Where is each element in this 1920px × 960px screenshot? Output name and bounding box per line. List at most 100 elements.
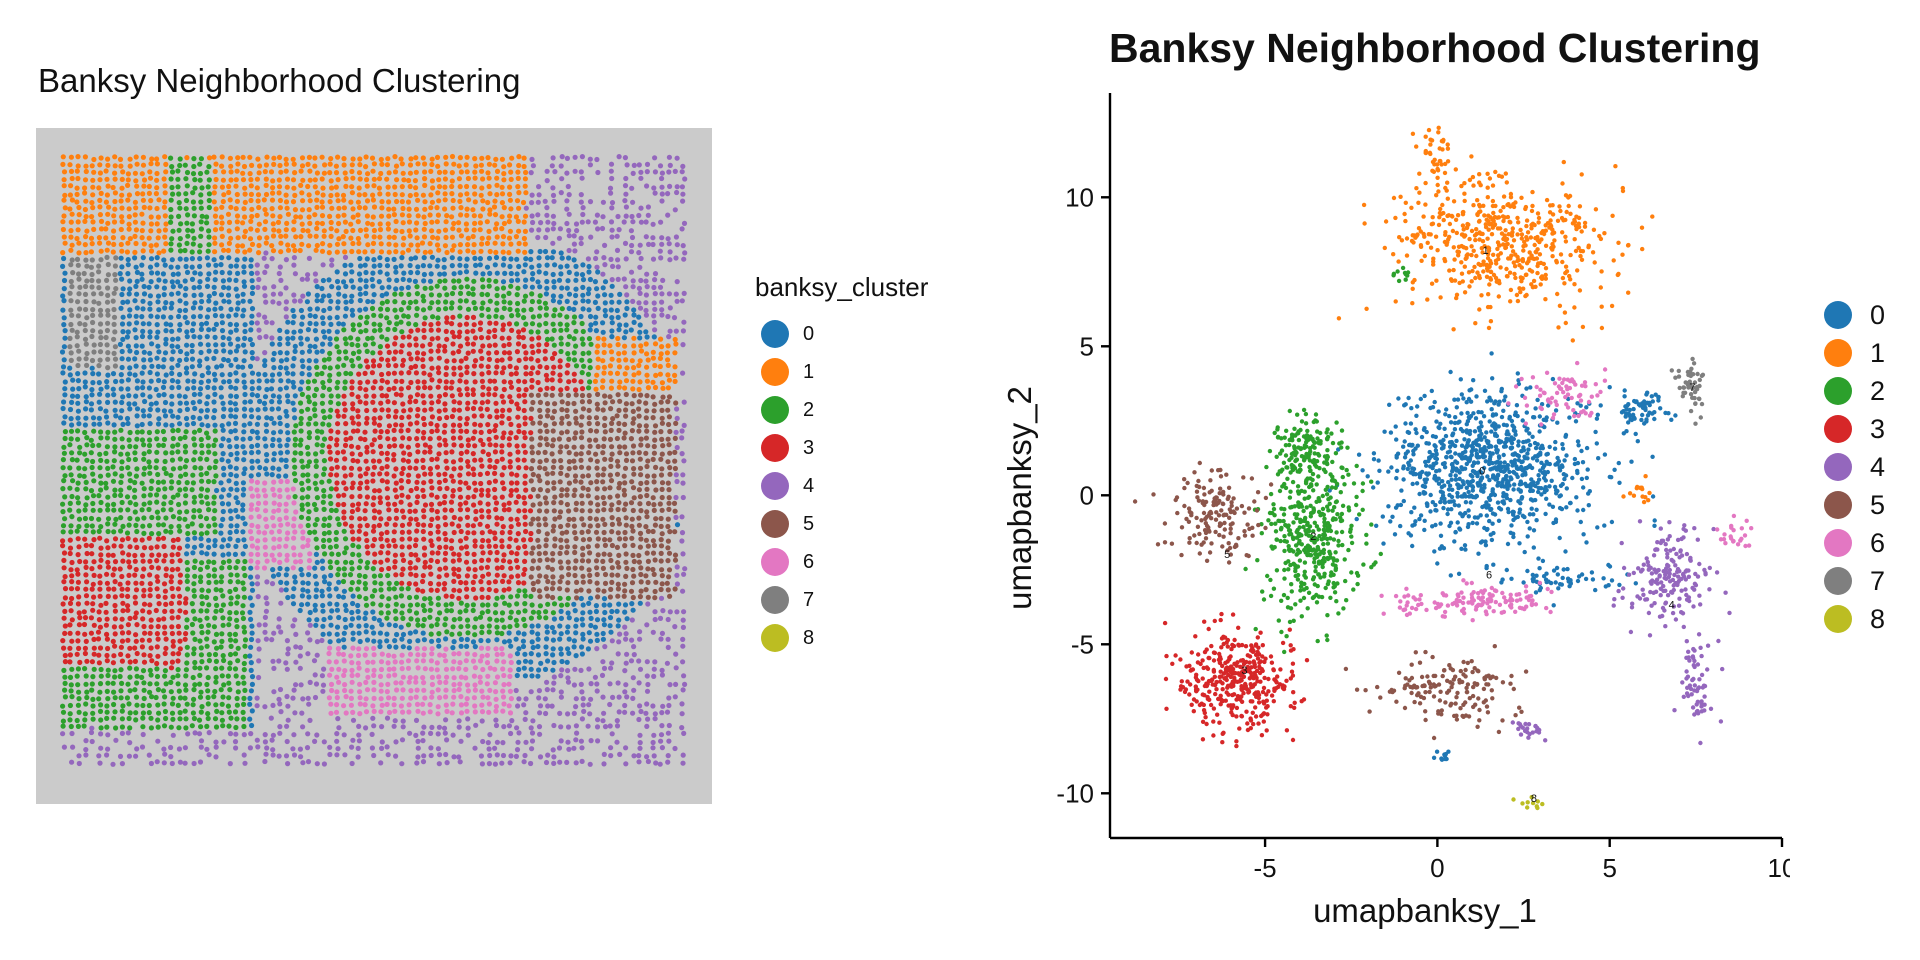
- spatial-point-cluster-4: [609, 227, 615, 233]
- spatial-point-cluster-3: [333, 486, 339, 492]
- spatial-point-cluster-3: [161, 581, 168, 587]
- spatial-point-cluster-0: [105, 399, 111, 405]
- spatial-point-cluster-5: [564, 538, 570, 544]
- spatial-point-cluster-3: [362, 370, 368, 376]
- spatial-point-cluster-2: [118, 492, 124, 498]
- spatial-point-cluster-4: [578, 169, 584, 175]
- spatial-point-cluster-4: [674, 298, 680, 304]
- spatial-point-cluster-3: [357, 466, 363, 472]
- spatial-point-cluster-2: [206, 507, 212, 513]
- spatial-point-cluster-2: [299, 480, 305, 486]
- spatial-point-cluster-1: [319, 176, 325, 182]
- spatial-point-cluster-0: [191, 314, 197, 320]
- spatial-point-cluster-1: [357, 227, 364, 233]
- spatial-point-cluster-2: [118, 427, 124, 433]
- spatial-point-cluster-3: [508, 430, 514, 436]
- spatial-point-cluster-0: [147, 264, 154, 270]
- spatial-point-cluster-2: [155, 471, 161, 478]
- spatial-point-cluster-1: [270, 221, 276, 227]
- spatial-point-cluster-0: [434, 263, 440, 269]
- spatial-point-cluster-1: [60, 250, 66, 256]
- spatial-point-cluster-4: [643, 234, 649, 240]
- spatial-point-cluster-2: [184, 509, 190, 515]
- spatial-point-cluster-3: [97, 535, 103, 541]
- spatial-point-cluster-0: [321, 574, 327, 580]
- spatial-point-cluster-5: [535, 473, 542, 479]
- spatial-point-cluster-6: [284, 478, 290, 485]
- spatial-point-cluster-0: [271, 451, 277, 457]
- spatial-point-cluster-5: [608, 557, 614, 564]
- spatial-point-cluster-5: [658, 523, 664, 529]
- spatial-point-cluster-5: [600, 407, 606, 413]
- spatial-point-cluster-0: [580, 277, 587, 283]
- spatial-point-cluster-0: [139, 276, 145, 282]
- spatial-point-cluster-1: [419, 240, 426, 246]
- spatial-point-cluster-0: [162, 350, 169, 356]
- spatial-point-cluster-3: [522, 421, 528, 427]
- spatial-point-cluster-2: [205, 478, 212, 485]
- spatial-point-cluster-3: [350, 480, 356, 486]
- spatial-point-cluster-0: [335, 305, 341, 311]
- spatial-point-cluster-4: [550, 192, 557, 198]
- spatial-point-cluster-3: [428, 393, 434, 399]
- spatial-point-cluster-1: [479, 235, 485, 241]
- spatial-point-cluster-3: [349, 391, 355, 397]
- spatial-point-cluster-0: [225, 543, 231, 549]
- spatial-point-cluster-0: [291, 313, 297, 319]
- spatial-point-cluster-3: [414, 436, 420, 442]
- spatial-point-cluster-2: [204, 470, 210, 476]
- spatial-point-cluster-5: [544, 508, 550, 514]
- spatial-point-cluster-5: [623, 413, 629, 419]
- spatial-point-cluster-7: [112, 329, 118, 335]
- spatial-point-cluster-0: [249, 278, 255, 284]
- spatial-point-cluster-2: [552, 307, 558, 313]
- spatial-point-cluster-5: [593, 558, 600, 564]
- spatial-point-cluster-1: [154, 221, 160, 227]
- spatial-point-cluster-1: [212, 235, 218, 241]
- spatial-point-cluster-0: [176, 393, 182, 399]
- spatial-point-cluster-1: [327, 170, 333, 176]
- spatial-point-cluster-3: [408, 551, 414, 558]
- spatial-point-cluster-4: [595, 169, 601, 176]
- spatial-point-cluster-2: [357, 558, 364, 564]
- spatial-point-cluster-4: [643, 312, 650, 318]
- spatial-point-cluster-1: [226, 183, 232, 190]
- spatial-point-cluster-3: [485, 508, 492, 514]
- spatial-point-cluster-4: [573, 221, 580, 227]
- spatial-point-cluster-3: [177, 579, 183, 585]
- spatial-point-cluster-3: [478, 348, 484, 354]
- spatial-point-cluster-2: [198, 465, 204, 471]
- spatial-point-cluster-0: [643, 329, 649, 335]
- spatial-point-cluster-5: [600, 472, 606, 478]
- spatial-point-cluster-5: [557, 579, 563, 585]
- spatial-point-cluster-2: [571, 320, 577, 326]
- spatial-point-cluster-5: [593, 516, 600, 522]
- spatial-point-cluster-0: [170, 413, 176, 419]
- spatial-point-cluster-1: [385, 221, 391, 227]
- spatial-point-cluster-1: [393, 218, 399, 225]
- spatial-point-cluster-4: [544, 205, 550, 211]
- spatial-point-cluster-0: [415, 270, 421, 276]
- spatial-point-cluster-4: [523, 205, 529, 211]
- spatial-point-cluster-7: [69, 327, 75, 333]
- spatial-point-cluster-3: [478, 480, 484, 487]
- spatial-point-cluster-5: [558, 565, 564, 571]
- spatial-point-cluster-2: [191, 163, 197, 170]
- spatial-point-cluster-0: [134, 378, 140, 384]
- spatial-point-cluster-1: [378, 156, 384, 163]
- spatial-point-cluster-4: [580, 205, 586, 211]
- spatial-point-cluster-1: [147, 175, 154, 181]
- spatial-point-cluster-3: [564, 370, 570, 376]
- spatial-point-cluster-1: [328, 219, 334, 226]
- spatial-point-cluster-3: [444, 358, 450, 364]
- spatial-point-cluster-1: [377, 221, 383, 227]
- spatial-point-cluster-2: [84, 523, 90, 529]
- spatial-point-cluster-2: [170, 428, 176, 434]
- spatial-point-cluster-0: [234, 450, 240, 456]
- spatial-point-cluster-0: [133, 343, 139, 349]
- spatial-point-cluster-5: [587, 550, 593, 556]
- spatial-point-cluster-3: [333, 457, 340, 463]
- spatial-point-cluster-2: [313, 421, 319, 427]
- spatial-point-cluster-1: [82, 177, 89, 183]
- spatial-point-cluster-0: [184, 422, 190, 428]
